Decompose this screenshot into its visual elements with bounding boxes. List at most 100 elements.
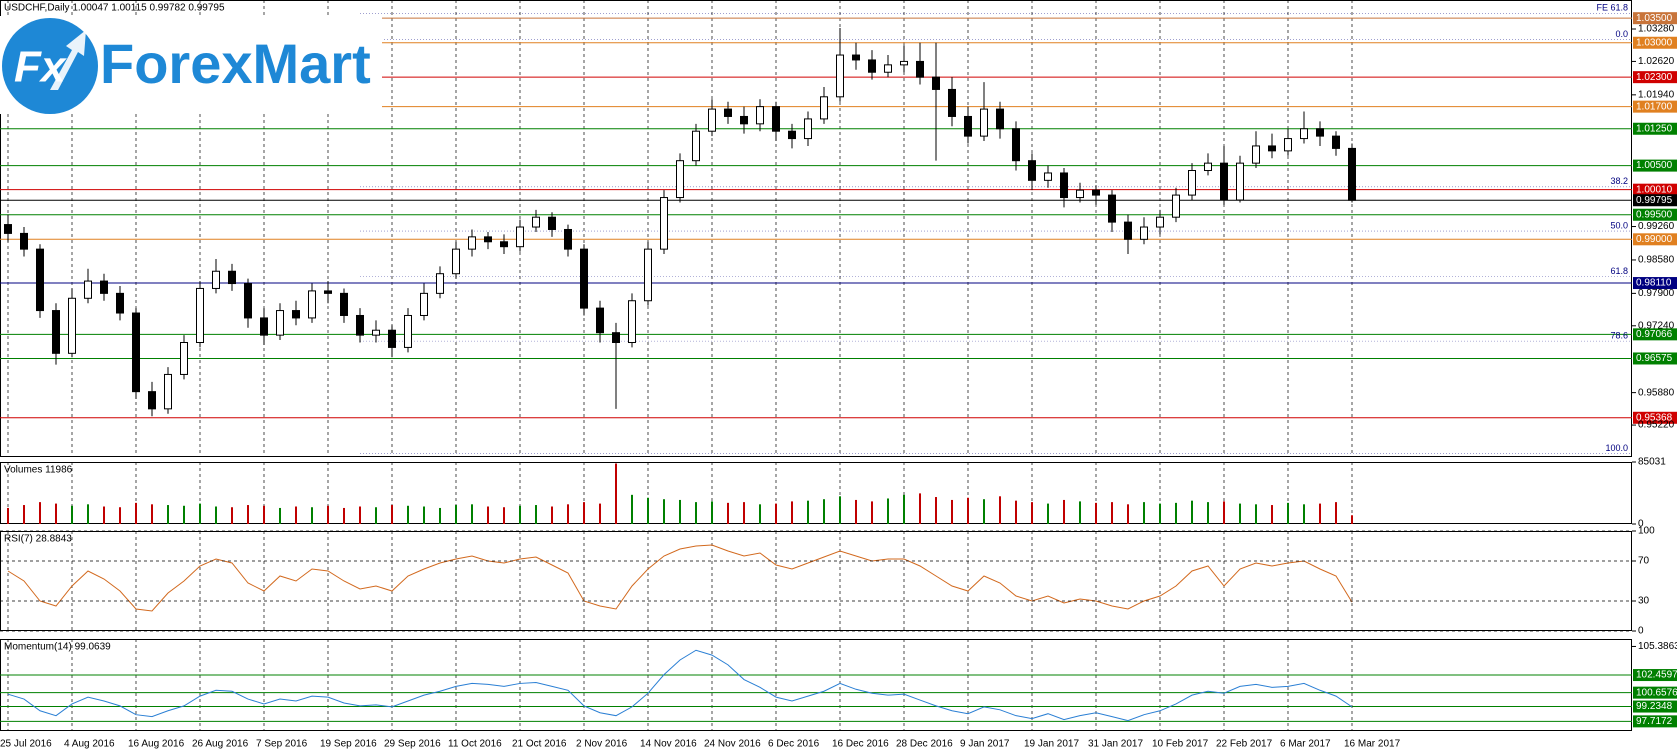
candle-body [900, 60, 908, 66]
fib-label: 78.6 [1610, 330, 1628, 340]
level-label-box [1633, 700, 1677, 713]
candle-body [996, 108, 1004, 130]
y-tick-label: 1.03280 [1638, 24, 1675, 35]
candle-body [1172, 194, 1180, 218]
y-tick-label: 0.95880 [1638, 387, 1675, 398]
level-label: 1.03000 [1636, 37, 1673, 48]
fib-label: 100.0 [1605, 443, 1628, 453]
level-label: 102.4597 [1636, 670, 1677, 681]
candle-body [516, 226, 524, 248]
candle-body [452, 248, 460, 275]
level-label-box [1633, 100, 1677, 113]
y-tick-label: 0.97240 [1638, 320, 1675, 331]
candle-body [772, 106, 780, 132]
x-tick-label: 16 Dec 2016 [832, 739, 889, 750]
candle-body [836, 54, 844, 98]
candle-body [436, 273, 444, 294]
x-tick-label: 6 Mar 2017 [1280, 739, 1331, 750]
x-tick-label: 25 Jul 2016 [0, 739, 52, 750]
candle-body [468, 236, 476, 250]
candle-body [964, 115, 972, 137]
level-label: 0.95368 [1636, 412, 1673, 423]
candle-body [596, 307, 604, 334]
x-tick-label: 16 Aug 2016 [128, 739, 185, 750]
candle-body [196, 287, 204, 344]
candle-body [548, 216, 556, 230]
level-label: 1.00010 [1636, 184, 1673, 195]
candle-body [1060, 172, 1068, 199]
candle-body [4, 224, 12, 234]
candle-body [292, 310, 300, 319]
candle-body [356, 314, 364, 336]
level-label: 1.03500 [1636, 13, 1673, 24]
candle-body [116, 292, 124, 314]
candle-body [260, 317, 268, 336]
fib-label: 50.0 [1610, 220, 1628, 230]
candle-body [180, 342, 188, 375]
level-label-box [1633, 183, 1677, 196]
candle-body [308, 290, 316, 319]
candle-body [580, 248, 588, 309]
panel-title: USDCHF,Daily 1.00047 1.00115 0.99782 0.9… [4, 3, 225, 14]
level-label: 0.99000 [1636, 234, 1673, 245]
logo: Fx ForexMart [0, 16, 382, 114]
y-tick-label: 0 [1638, 519, 1644, 530]
candle-body [660, 197, 668, 250]
fib-label: 0.0 [1615, 29, 1628, 39]
candle-body [1300, 128, 1308, 140]
panel-frame [0, 639, 1632, 731]
candle-body [948, 88, 956, 117]
candle-body [1140, 226, 1148, 240]
level-label-box [1633, 669, 1677, 682]
y-tick-label: 0.95220 [1638, 420, 1675, 431]
fib-label: FE 61.8 [1596, 3, 1628, 13]
candle-body [564, 228, 572, 250]
level-label: 1.00500 [1636, 160, 1673, 171]
level-label-box [1633, 233, 1677, 246]
candle-body [84, 280, 92, 299]
level-label: 97.7172 [1636, 716, 1673, 727]
candle-body [1108, 194, 1116, 223]
candle-body [676, 160, 684, 199]
level-label: 100.6576 [1636, 687, 1677, 698]
panel-title: RSI(7) 28.8843 [4, 534, 72, 545]
candle-body [100, 280, 108, 294]
candle-body [1252, 145, 1260, 164]
candle-body [884, 64, 892, 73]
x-tick-label: 19 Sep 2016 [320, 739, 377, 750]
y-tick-label: 70 [1638, 556, 1650, 567]
level-label: 0.99500 [1636, 209, 1673, 220]
candle-body [1284, 138, 1292, 152]
candle-body [324, 290, 332, 294]
candle-body [420, 292, 428, 316]
indicator-line [7, 649, 1353, 722]
candle-body [1156, 216, 1164, 228]
logo-icon-text: Fx [14, 43, 67, 92]
x-tick-label: 14 Nov 2016 [640, 739, 697, 750]
candle-body [340, 292, 348, 316]
candle-body [740, 115, 748, 125]
y-tick-label: 105.3863 [1638, 641, 1677, 652]
level-label: 1.01250 [1636, 123, 1673, 134]
candle-body [1076, 189, 1084, 199]
panel-frame [0, 0, 1632, 457]
x-tick-label: 19 Jan 2017 [1024, 739, 1079, 750]
indicator-line [7, 544, 1353, 612]
candle-body [484, 236, 492, 243]
y-tick-label: 0 [1638, 626, 1644, 637]
x-tick-label: 26 Aug 2016 [192, 739, 249, 750]
candle-body [788, 130, 796, 140]
candle-body [1268, 145, 1276, 152]
level-label: 1.02300 [1636, 72, 1673, 83]
candle-body [756, 106, 764, 125]
level-label-box [1633, 277, 1677, 290]
candle-body [804, 118, 812, 140]
candle-body [932, 76, 940, 90]
candle-body [612, 332, 620, 344]
candle-body [1092, 189, 1100, 196]
level-label-box [1633, 12, 1677, 25]
y-tick-label: 0.97900 [1638, 288, 1675, 299]
candle-body [372, 329, 380, 336]
candle-body [244, 283, 252, 319]
